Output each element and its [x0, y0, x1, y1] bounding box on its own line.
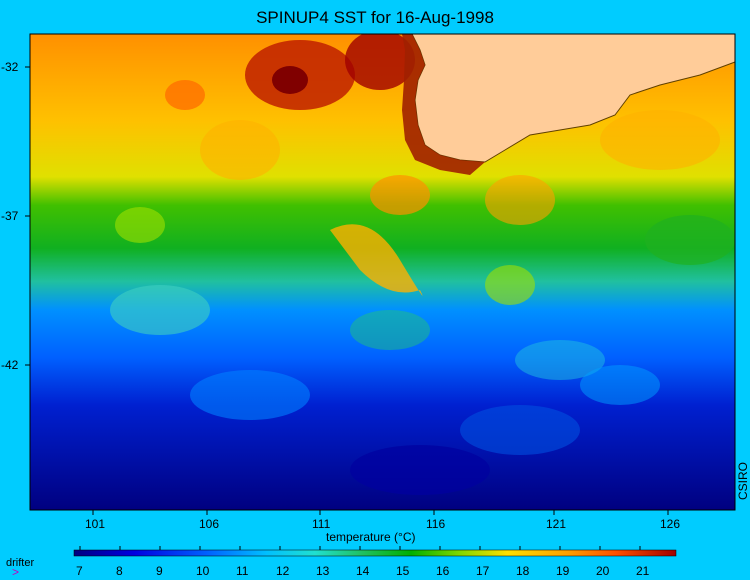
lon-tick-label: 106: [199, 517, 219, 531]
colorbar-tick-label: 19: [556, 564, 570, 578]
colorbar-tick-label: 14: [356, 564, 370, 578]
colorbar-label: temperature (°C): [326, 530, 416, 544]
colorbar-tick-label: 20: [596, 564, 610, 578]
colorbar-tick-label: 9: [156, 564, 163, 578]
lon-tick-label: 121: [546, 517, 566, 531]
lon-tick-label: 111: [312, 517, 331, 531]
lat-tick-label: -37: [1, 209, 19, 223]
colorbar-tick-label: 11: [236, 564, 249, 578]
colorbar-tick-label: 8: [116, 564, 123, 578]
colorbar-tick-label: 12: [276, 564, 290, 578]
map-title: SPINUP4 SST for 16-Aug-1998: [256, 8, 494, 27]
lon-tick-label: 101: [85, 517, 105, 531]
colorbar-tick-label: 16: [436, 564, 450, 578]
colorbar: 7 8 9 10 11 12 13 14 15 16 17 18 19 20 21: [73, 546, 677, 578]
colorbar-tick-label: 15: [396, 564, 410, 578]
lon-axis: 101 106 111 116 121 126: [85, 510, 680, 531]
sst-field: [30, 34, 735, 510]
drifter-icon: >: [12, 565, 20, 579]
colorbar-tick-label: 21: [636, 564, 650, 578]
colorbar-tick-label: 13: [316, 564, 330, 578]
credit-label: CSIRO: [736, 461, 750, 500]
lon-tick-label: 126: [660, 517, 680, 531]
lat-axis: -32 -37 -42: [1, 60, 30, 372]
lon-tick-label: 116: [426, 517, 445, 531]
colorbar-tick-label: 18: [516, 564, 530, 578]
lat-tick-label: -32: [1, 60, 19, 74]
colorbar-tick-label: 10: [196, 564, 210, 578]
drifter-legend-label: drifter: [6, 557, 35, 569]
lat-tick-label: -42: [1, 358, 19, 372]
colorbar-tick-label: 7: [76, 564, 83, 578]
colorbar-tick-label: 17: [476, 564, 490, 578]
